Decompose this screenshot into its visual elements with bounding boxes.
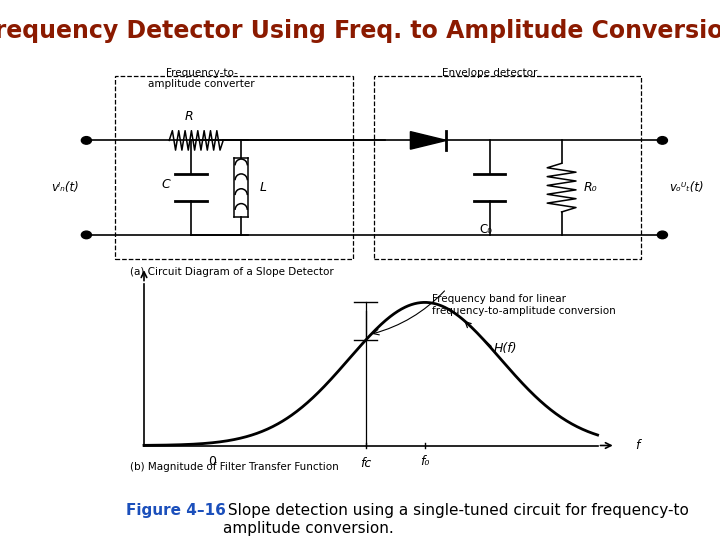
Text: L: L (259, 181, 266, 194)
Text: (a) Circuit Diagram of a Slope Detector: (a) Circuit Diagram of a Slope Detector (130, 267, 333, 278)
Text: Frequency-to-
amplitude converter: Frequency-to- amplitude converter (148, 68, 255, 89)
Circle shape (81, 137, 91, 144)
Circle shape (657, 137, 667, 144)
Text: f: f (635, 439, 639, 452)
Text: 0: 0 (208, 455, 217, 468)
Text: R₀: R₀ (583, 181, 597, 194)
Text: Frequency Detector Using Freq. to Amplitude Conversion: Frequency Detector Using Freq. to Amplit… (0, 19, 720, 43)
Text: Envelope detector: Envelope detector (442, 68, 537, 78)
Text: vᴵₙ(t): vᴵₙ(t) (51, 181, 79, 194)
Text: Frequency band for linear
frequency-to-amplitude conversion: Frequency band for linear frequency-to-a… (432, 294, 616, 316)
Circle shape (657, 231, 667, 239)
Text: H(f): H(f) (493, 342, 517, 355)
Text: C₀: C₀ (480, 223, 492, 236)
Bar (374, 76, 641, 259)
Text: Slope detection using a single-tuned circuit for frequency-to
amplitude conversi: Slope detection using a single-tuned cir… (223, 503, 689, 536)
Circle shape (81, 231, 91, 239)
Text: R: R (185, 110, 193, 123)
Text: f₀: f₀ (420, 455, 430, 468)
Text: vₒᵁₜ(t): vₒᵁₜ(t) (670, 181, 704, 194)
Polygon shape (410, 132, 446, 149)
Bar (115, 76, 353, 259)
Text: fᴄ: fᴄ (360, 457, 372, 470)
Text: C: C (162, 178, 171, 192)
Text: Figure 4–16: Figure 4–16 (126, 503, 226, 518)
Text: (b) Magnitude of Filter Transfer Function: (b) Magnitude of Filter Transfer Functio… (130, 462, 338, 472)
